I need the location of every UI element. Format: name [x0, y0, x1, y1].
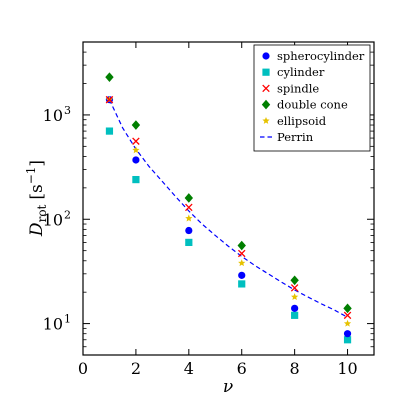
legend: spherocylinder cylinder spindle double cone…	[253, 44, 371, 152]
data-point-spindle	[185, 203, 193, 212]
legend-swatch-ellipsoid	[262, 117, 270, 124]
data-point-ellipsoid	[132, 146, 140, 154]
legend-label-cylinder: cylinder	[277, 65, 325, 79]
x-tick-label: 2	[131, 359, 141, 378]
data-point-spindle	[290, 284, 299, 292]
data-point-cylinder	[132, 175, 140, 184]
data-point-cylinder	[105, 127, 114, 135]
data-point-ellipsoid	[343, 319, 352, 327]
y-axis-title-unit-exponent: −1	[24, 167, 38, 185]
x-tick-label: 8	[290, 359, 300, 378]
y-axis-title-unit-close: ]	[27, 160, 47, 167]
legend-box	[253, 44, 371, 152]
y-tick-label: 10	[43, 106, 63, 125]
x-tick-label: 4	[184, 359, 194, 378]
y-axis-title-unit: [s	[27, 184, 47, 199]
legend-swatch-double-cone	[261, 99, 271, 110]
x-tick-label: 0	[78, 359, 88, 378]
data-marks	[105, 72, 352, 344]
data-point-spindle	[343, 311, 352, 320]
legend-label-double-cone: double cone	[277, 98, 348, 112]
data-point-spherocylinder	[132, 156, 140, 164]
x-tick-label: 6	[237, 359, 247, 378]
data-point-spherocylinder	[343, 330, 352, 338]
data-point-double-cone	[184, 193, 194, 203]
y-axis-title-subscript: rot	[35, 204, 49, 222]
legend-label-ellipsoid: ellipsoid	[277, 114, 327, 128]
y-tick-label: 10	[43, 210, 63, 229]
data-point-double-cone	[105, 72, 114, 82]
legend-swatch-spherocylinder	[262, 52, 270, 60]
data-point-spindle	[105, 95, 114, 104]
data-point-cylinder	[343, 336, 352, 344]
y-axis-title-main: D	[27, 222, 47, 237]
data-point-spherocylinder	[238, 271, 246, 279]
data-point-ellipsoid	[238, 259, 246, 267]
x-tick-label: 10	[337, 359, 357, 378]
data-point-double-cone	[343, 303, 352, 314]
legend-label-spindle: spindle	[277, 81, 319, 95]
data-point-double-cone	[290, 275, 299, 286]
series-line-perrin	[108, 99, 348, 318]
data-point-cylinder	[291, 311, 299, 319]
y-tick-label-exponent: 1	[64, 313, 71, 326]
data-point-ellipsoid	[291, 293, 299, 301]
data-point-spherocylinder	[185, 226, 193, 235]
data-point-double-cone	[131, 120, 141, 130]
legend-swatch-spindle	[262, 84, 270, 93]
legend-label-perrin: Perrin	[277, 130, 314, 144]
data-point-spindle	[132, 137, 140, 145]
y-tick-label-exponent: 2	[64, 208, 71, 221]
x-axis-title: ν	[223, 377, 233, 397]
data-point-spherocylinder	[291, 304, 299, 312]
y-axis-title: Drot [s−1]	[24, 160, 49, 237]
data-point-cylinder	[238, 280, 246, 288]
legend-items: spherocylinder cylinder spindle double cone…	[260, 49, 365, 144]
legend-label-spherocylinder: spherocylinder	[277, 49, 365, 63]
y-tick-label-exponent: 3	[64, 104, 71, 117]
y-tick-label: 10	[43, 315, 63, 334]
legend-swatch-cylinder	[262, 68, 270, 76]
data-point-double-cone	[237, 240, 246, 251]
data-point-ellipsoid	[185, 214, 193, 222]
data-point-spindle	[237, 249, 246, 258]
data-point-cylinder	[185, 238, 193, 247]
